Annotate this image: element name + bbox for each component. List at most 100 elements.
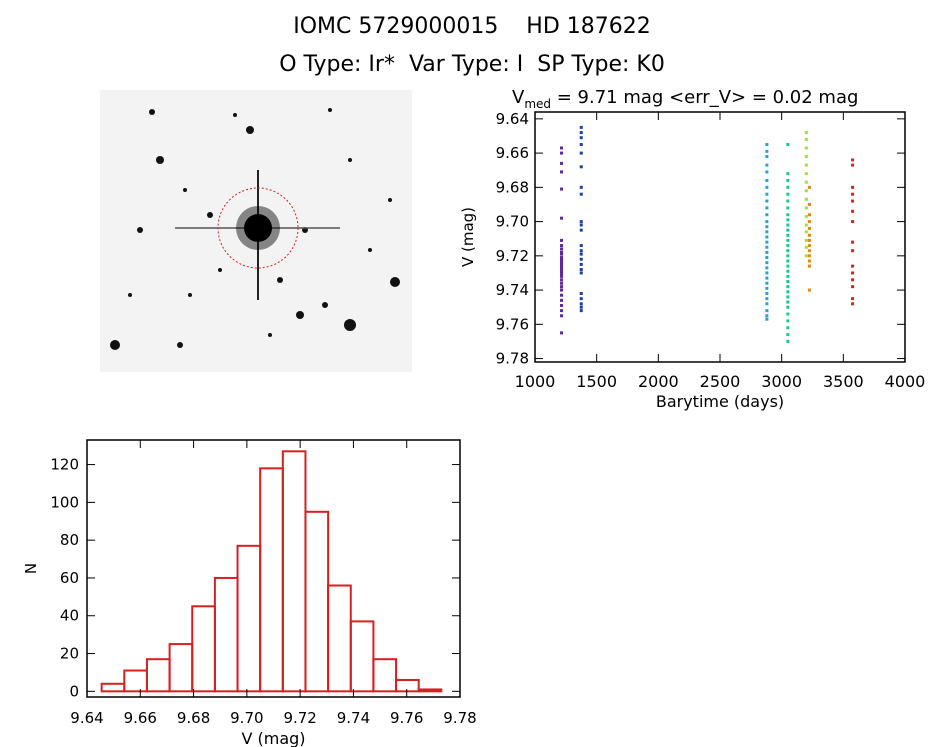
lc-point: [560, 146, 564, 150]
lc-ytick-label: 9.78: [496, 350, 529, 368]
lc-point: [765, 155, 769, 159]
lc-xtick-label: 1500: [576, 372, 617, 391]
lc-point: [851, 278, 855, 282]
lc-point: [560, 268, 564, 272]
hist-xlabel: V (mag): [241, 729, 305, 747]
hist-xtick-label: 9.70: [230, 709, 263, 727]
lc-point: [807, 220, 811, 224]
lc-point: [786, 280, 790, 284]
hist-xtick-label: 9.68: [177, 709, 210, 727]
field-star: [368, 248, 372, 252]
lc-point: [765, 240, 769, 244]
hist-bar: [259, 467, 284, 693]
field-star: [149, 109, 155, 115]
lc-point: [765, 178, 769, 182]
hist-ytick-label: 20: [60, 645, 79, 663]
lc-point: [851, 264, 855, 268]
lc-point: [786, 326, 790, 330]
lc-point: [765, 297, 769, 301]
lc-point: [560, 269, 564, 273]
target-circle: [217, 187, 299, 269]
lc-point: [579, 165, 583, 169]
lc-point: [851, 199, 855, 203]
lc-point: [765, 245, 769, 249]
lc-point: [786, 290, 790, 294]
lc-point: [579, 252, 583, 256]
lc-point: [851, 158, 855, 162]
lc-point: [851, 163, 855, 167]
lc-ytick-label: 9.74: [496, 281, 529, 299]
lc-point: [786, 185, 790, 189]
lc-point: [804, 214, 808, 218]
lc-point: [560, 293, 564, 297]
hist-xtick-label: 9.78: [443, 709, 476, 727]
lc-series: [807, 185, 811, 292]
star-field-image: [100, 90, 412, 372]
lc-point: [560, 247, 564, 251]
lc-point: [560, 261, 564, 265]
lc-point: [804, 197, 808, 201]
lc-point: [765, 199, 769, 203]
hist-xtick-label: 9.72: [283, 709, 316, 727]
hist-bar: [304, 510, 330, 693]
lc-point: [560, 271, 564, 275]
hist-bar: [123, 669, 148, 693]
field-star: [277, 277, 283, 283]
lc-point: [786, 269, 790, 273]
lc-point: [851, 209, 855, 213]
lc-ytick-label: 9.68: [496, 178, 529, 196]
lc-point: [560, 252, 564, 256]
lc-point: [579, 271, 583, 275]
lc-point: [765, 314, 769, 318]
lc-point: [579, 151, 583, 155]
lc-point: [765, 206, 769, 210]
lc-xtick-label: 3000: [761, 372, 802, 391]
lc-point: [765, 230, 769, 234]
field-star: [233, 113, 237, 117]
lc-point: [765, 281, 769, 285]
lc-point: [807, 202, 811, 206]
lc-point: [807, 233, 811, 237]
field-star: [177, 342, 183, 348]
lc-point: [786, 300, 790, 304]
lc-point: [786, 312, 790, 316]
lc-point: [786, 305, 790, 309]
lc-point: [786, 213, 790, 217]
hist-ylabel: N: [22, 563, 40, 574]
lc-point: [786, 238, 790, 242]
lc-point: [579, 125, 583, 129]
lc-point: [804, 230, 808, 234]
lc-point: [579, 305, 583, 309]
lc-point: [804, 131, 808, 135]
lc-point: [804, 206, 808, 210]
lc-point: [804, 245, 808, 249]
lc-point: [579, 309, 583, 313]
field-star: [322, 302, 328, 308]
field-star: [246, 126, 254, 134]
hist-xtick-label: 9.76: [390, 709, 423, 727]
lc-point: [851, 220, 855, 224]
lc-point: [851, 240, 855, 244]
lc-point: [579, 262, 583, 266]
lc-point: [851, 185, 855, 189]
chart-title-line2: O Type: Ir* Var Type: I SP Type: K0: [279, 52, 665, 77]
hist-bar: [168, 643, 194, 693]
lc-series: [804, 131, 808, 258]
lc-point: [579, 185, 583, 189]
field-star: [296, 311, 304, 319]
hist-bar: [327, 584, 352, 693]
field-star: [218, 268, 222, 272]
lc-point: [579, 257, 583, 261]
hist-xtick-label: 9.64: [70, 709, 103, 727]
lc-point: [786, 228, 790, 232]
lc-point: [560, 151, 564, 155]
lc-xtick-label: 3500: [823, 372, 864, 391]
lc-point: [579, 292, 583, 296]
lc-point: [765, 143, 769, 147]
lc-point: [560, 314, 564, 318]
lc-point: [765, 170, 769, 174]
lc-point: [765, 317, 769, 321]
lc-point: [579, 268, 583, 272]
hist-bar: [417, 688, 443, 693]
lc-point: [765, 235, 769, 239]
